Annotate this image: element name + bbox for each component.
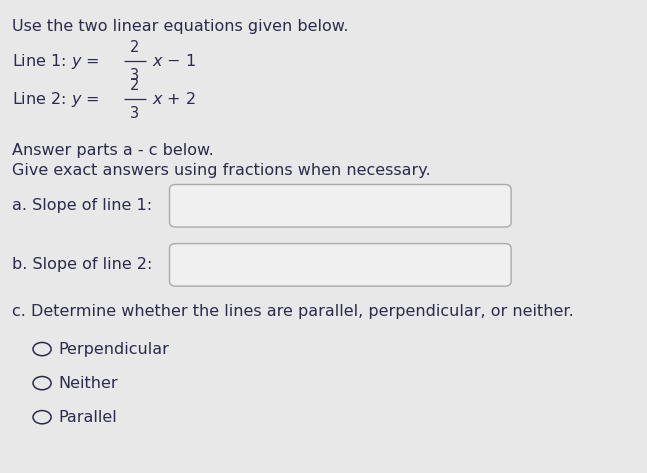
- Text: Neither: Neither: [58, 376, 118, 391]
- Text: Parallel: Parallel: [58, 410, 117, 425]
- Text: 3: 3: [130, 68, 139, 83]
- Text: Perpendicular: Perpendicular: [58, 342, 169, 357]
- Text: 3: 3: [130, 106, 139, 121]
- Text: Line 1: $y$ =: Line 1: $y$ =: [12, 52, 99, 71]
- Text: Use the two linear equations given below.: Use the two linear equations given below…: [12, 19, 348, 34]
- Text: c. Determine whether the lines are parallel, perpendicular, or neither.: c. Determine whether the lines are paral…: [12, 304, 573, 319]
- Text: Give exact answers using fractions when necessary.: Give exact answers using fractions when …: [12, 163, 430, 178]
- Text: $x$ + 2: $x$ + 2: [152, 91, 196, 107]
- Text: $x$ − 1: $x$ − 1: [152, 53, 196, 70]
- Text: a. Slope of line 1:: a. Slope of line 1:: [12, 198, 152, 213]
- FancyBboxPatch shape: [170, 244, 511, 286]
- FancyBboxPatch shape: [170, 184, 511, 227]
- Text: b. Slope of line 2:: b. Slope of line 2:: [12, 257, 152, 272]
- Text: Line 2: $y$ =: Line 2: $y$ =: [12, 90, 99, 109]
- Text: Answer parts a - c below.: Answer parts a - c below.: [12, 143, 214, 158]
- Text: 2: 2: [130, 40, 139, 55]
- Text: 2: 2: [130, 78, 139, 93]
